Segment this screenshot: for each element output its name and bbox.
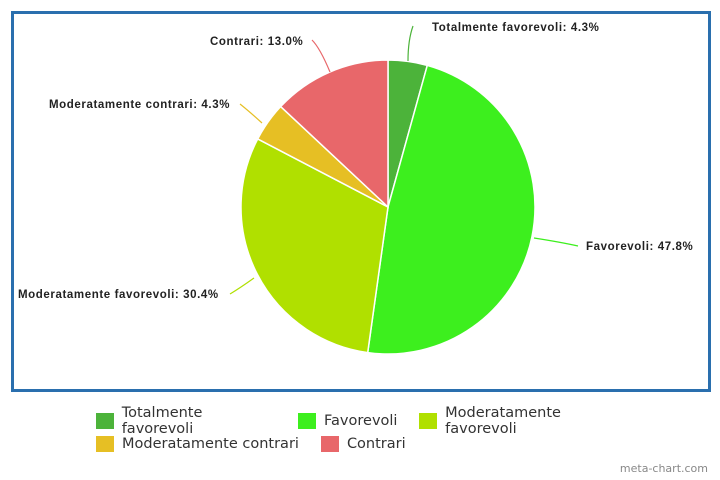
pie-slice-favorevoli[interactable] xyxy=(366,64,536,355)
data-label-contrari: Contrari: 13.0% xyxy=(210,36,303,48)
legend-item-moderatamente-contrari[interactable]: Moderatamente contrari xyxy=(96,435,299,452)
legend-swatch xyxy=(419,412,438,429)
connector-line-moderatamente-favorevoli xyxy=(229,277,255,295)
data-label-moderatamente-contrari: Moderatamente contrari: 4.3% xyxy=(49,99,230,111)
connector-line-contrari xyxy=(311,39,331,73)
legend-label: Moderatamente contrari xyxy=(122,435,299,452)
legend-item-totalmente-favorevoli[interactable]: Totalmente favorevoli xyxy=(96,405,276,437)
legend-label: Moderatamente favorevoli xyxy=(445,404,561,437)
data-label-totalmente-favorevoli: Totalmente favorevoli: 4.3% xyxy=(432,22,599,34)
connector-line-favorevoli xyxy=(533,237,579,247)
legend: Totalmente favorevoli Favorevoli Moderat… xyxy=(96,405,656,455)
legend-label: Totalmente favorevoli xyxy=(121,404,203,437)
pie-slice-moderatamente-favorevoli[interactable] xyxy=(240,137,389,354)
legend-item-moderatamente-favorevoli[interactable]: Moderatamente favorevoli xyxy=(419,405,634,437)
data-label-favorevoli: Favorevoli: 47.8% xyxy=(586,241,693,253)
connector-line-totalmente-favorevoli xyxy=(407,25,414,62)
legend-label: Favorevoli xyxy=(324,412,398,429)
connector-line-moderatamente-contrari xyxy=(239,103,263,124)
legend-swatch xyxy=(320,435,339,452)
legend-swatch xyxy=(96,435,114,452)
pie-chart: Totalmente favorevoli: 4.3% Favorevoli: … xyxy=(18,22,693,355)
legend-swatch xyxy=(298,412,317,429)
credit-link[interactable]: meta-chart.com xyxy=(619,462,708,475)
legend-item-favorevoli[interactable]: Favorevoli xyxy=(298,412,398,429)
data-label-moderatamente-favorevoli: Moderatamente favorevoli: 30.4% xyxy=(18,289,219,301)
legend-label: Contrari xyxy=(346,435,406,452)
legend-item-contrari[interactable]: Contrari xyxy=(320,435,406,452)
legend-swatch xyxy=(96,412,114,429)
